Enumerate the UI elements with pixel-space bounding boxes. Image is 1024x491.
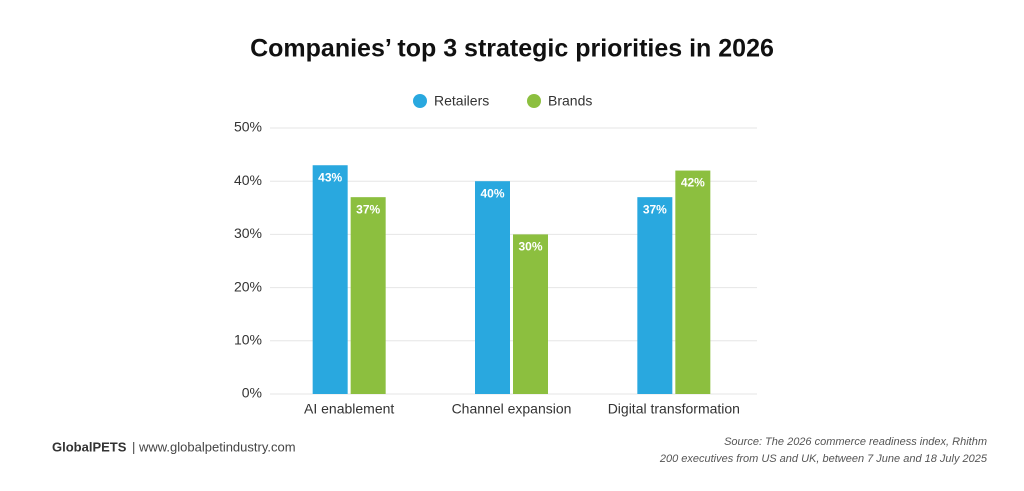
y-tick-label: 30% [234,225,262,241]
legend-label: Retailers [434,93,489,109]
bar [475,181,510,394]
source-line: Source: The 2026 commerce readiness inde… [724,436,987,448]
x-tick-label: Channel expansion [452,401,572,417]
value-label: 40% [480,186,504,200]
bar [350,197,386,394]
bar [312,165,348,394]
legend-label: Brands [548,93,592,109]
bar [675,170,711,394]
footer-text: | www.globalpetindustry.com [132,439,296,454]
legend-swatch [413,94,427,108]
value-label: 37% [356,202,380,216]
bar [637,197,673,394]
value-label: 30% [518,240,542,254]
value-label: 37% [643,202,667,216]
y-tick-label: 10% [234,332,262,348]
x-tick-label: AI enablement [304,401,394,417]
source-line: 200 executives from US and UK, between 7… [659,453,988,465]
value-label: 42% [681,176,705,190]
value-label: 43% [318,170,342,184]
legend-swatch [527,94,541,108]
y-tick-label: 0% [242,385,262,401]
y-tick-label: 50% [234,119,262,135]
x-tick-label: Digital transformation [608,401,740,417]
y-tick-label: 20% [234,278,262,294]
footer-brand: GlobalPETS [52,439,127,454]
chart-title: Companies’ top 3 strategic priorities in… [250,35,774,63]
y-tick-label: 40% [234,172,262,188]
bar [513,234,548,394]
